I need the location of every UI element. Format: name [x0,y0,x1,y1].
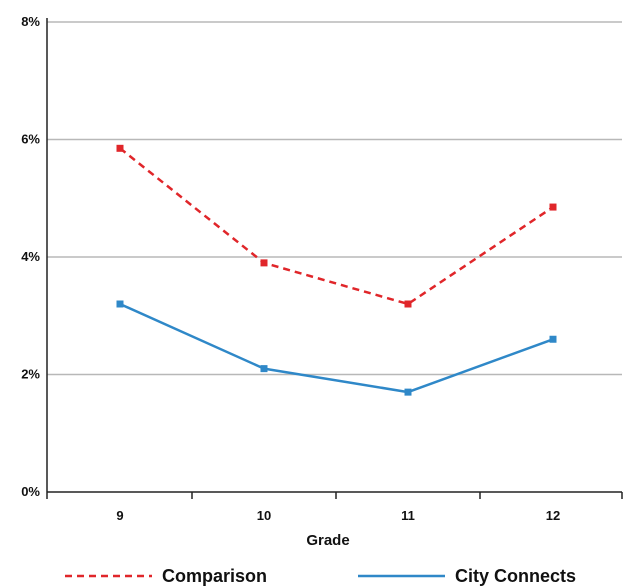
axes [46,18,623,499]
data-point [549,335,557,343]
data-point [404,388,412,396]
x-tick-labels: 9 10 11 12 [116,508,560,523]
series-line-0 [119,147,554,306]
y-tick-label: 2% [21,367,40,382]
data-point [549,203,557,211]
x-tick-label: 10 [257,508,271,523]
gridlines [47,21,622,376]
x-tick-label: 12 [546,508,560,523]
y-tick-labels: 0% 2% 4% 6% 8% [21,14,40,499]
series [116,144,557,396]
y-tick-label: 6% [21,132,40,147]
x-tick-label: 9 [116,508,123,523]
legend-label-1: City Connects [455,566,576,586]
y-tick-label: 4% [21,249,40,264]
data-point [116,144,124,152]
legend-label-0: Comparison [162,566,267,586]
x-tick-label: 11 [401,508,415,523]
data-point [404,300,412,308]
y-tick-label: 8% [21,14,40,29]
series-line-1 [119,302,554,394]
data-point [116,300,124,308]
y-tick-label: 0% [21,484,40,499]
data-point [260,365,268,373]
x-axis-title: Grade [306,532,349,549]
legend: Comparison City Connects [65,566,576,586]
data-point [260,259,268,267]
